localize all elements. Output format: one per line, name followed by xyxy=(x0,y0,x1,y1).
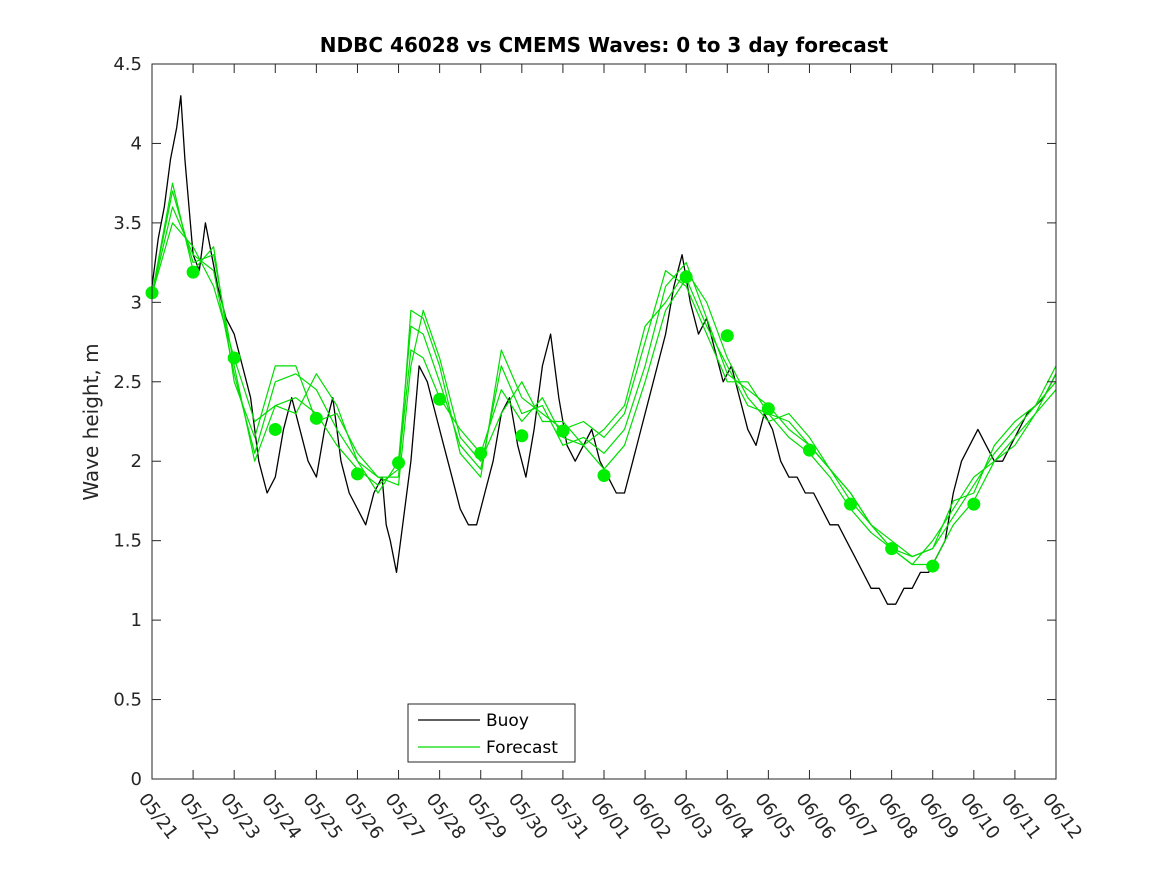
y-tick-label: 4.5 xyxy=(113,54,142,75)
legend-entry-buoy: Buoy xyxy=(486,711,529,731)
y-tick-label: 3.5 xyxy=(113,213,142,234)
forecast-marker xyxy=(227,351,241,365)
forecast-marker xyxy=(720,329,734,343)
y-tick-label: 0 xyxy=(131,769,142,790)
y-tick-label: 1 xyxy=(131,610,142,631)
y-tick-label: 2.5 xyxy=(113,372,142,393)
chart-title: NDBC 46028 vs CMEMS Waves: 0 to 3 day fo… xyxy=(320,33,889,57)
forecast-marker xyxy=(926,559,940,573)
forecast-marker xyxy=(392,456,406,470)
plot-area xyxy=(145,95,1057,605)
y-tick-label: 3 xyxy=(131,292,142,313)
forecast-marker xyxy=(802,443,816,457)
series-line-forecast-4 xyxy=(151,222,1057,558)
forecast-marker xyxy=(844,497,858,511)
y-tick-label: 4 xyxy=(131,133,142,154)
forecast-marker xyxy=(268,422,282,436)
forecast-marker xyxy=(515,429,529,443)
forecast-marker xyxy=(350,467,364,481)
forecast-marker xyxy=(885,542,899,556)
y-tick-label: 0.5 xyxy=(113,690,142,711)
forecast-marker xyxy=(967,497,981,511)
y-axis-label: Wave height, m xyxy=(79,343,103,500)
forecast-marker xyxy=(474,446,488,460)
forecast-marker xyxy=(186,265,200,279)
forecast-marker xyxy=(309,411,323,425)
legend: Buoy Forecast xyxy=(407,703,576,763)
legend-entry-forecast: Forecast xyxy=(486,738,558,758)
forecast-marker xyxy=(679,270,693,284)
series-line-buoy xyxy=(151,95,1057,605)
series-line-forecast-2 xyxy=(151,206,1057,558)
forecast-marker xyxy=(556,424,570,438)
forecast-marker xyxy=(597,469,611,483)
y-tick-label: 1.5 xyxy=(113,531,142,552)
legend-box xyxy=(407,703,576,763)
y-tick-label: 2 xyxy=(131,451,142,472)
forecast-marker xyxy=(433,392,447,406)
forecast-marker xyxy=(761,402,775,416)
